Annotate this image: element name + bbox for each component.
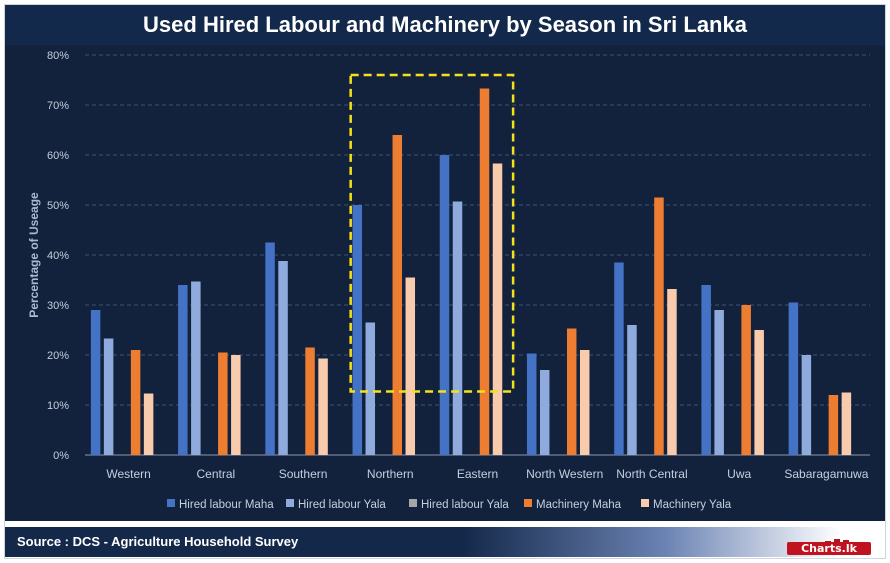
bar-western-1	[103, 338, 114, 455]
x-tick-label: Central	[196, 467, 235, 481]
y-tick-label: 30%	[47, 300, 69, 312]
y-axis-title: Percentage of Useage	[27, 192, 41, 318]
y-tick-label: 40%	[47, 250, 69, 262]
bar-uwa-3	[741, 305, 751, 455]
bar-central-3	[218, 352, 228, 455]
bar-north-western-1	[539, 370, 550, 455]
bar-north-central-3	[654, 197, 664, 455]
bar-sabaragamuwa-1	[801, 355, 812, 455]
legend-label: Machinery Yala	[653, 499, 732, 511]
bar-uwa-0	[701, 285, 711, 455]
bar-eastern-3	[479, 88, 490, 455]
x-tick-label: Northern	[367, 467, 414, 481]
bar-sabaragamuwa-4	[841, 392, 852, 455]
bar-southern-1	[278, 261, 288, 455]
y-tick-label: 80%	[47, 50, 69, 62]
y-tick-label: 0%	[53, 450, 69, 462]
legend-swatch	[524, 499, 532, 507]
bar-north-western-4	[579, 350, 590, 455]
chart-title: Used Hired Labour and Machinery by Seaso…	[5, 5, 885, 45]
charts-lk-logo: Charts.lk	[787, 531, 875, 555]
bar-northern-4	[405, 277, 416, 455]
y-tick-label: 10%	[47, 400, 69, 412]
bar-chart: 0% 10% 20% 30% 40% 50% 60% 70% 80% Percentage of …	[27, 50, 870, 511]
bar-southern-4	[318, 358, 328, 455]
bar-southern-3	[305, 347, 315, 455]
y-tick-label: 20%	[47, 350, 69, 362]
bar-uwa-4	[754, 330, 764, 455]
bar-eastern-0	[439, 155, 450, 455]
legend-label: Hired labour Yala	[421, 499, 509, 511]
bar-central-1	[191, 281, 201, 455]
bar-north-western-0	[526, 353, 537, 455]
chart-area: 0% 10% 20% 30% 40% 50% 60% 70% 80% Percentage of …	[5, 45, 885, 521]
bar-eastern-1	[452, 201, 463, 455]
footer-bar: Source : DCS - Agriculture Household Sur…	[5, 527, 885, 557]
y-tick-label: 60%	[47, 150, 69, 162]
bar-north-western-3	[566, 328, 577, 455]
legend-label: Hired labour Maha	[179, 499, 274, 511]
bar-northern-3	[392, 135, 403, 455]
highlight-box	[349, 73, 515, 393]
legend-label: Machinery Maha	[536, 499, 622, 511]
bar-western-0	[90, 310, 101, 455]
bar-north-central-1	[627, 325, 637, 455]
bar-northern-1	[365, 322, 376, 455]
bar-central-4	[231, 355, 241, 455]
bar-north-central-4	[667, 289, 677, 455]
bar-northern-0	[352, 205, 363, 455]
bar-western-3	[130, 350, 141, 455]
y-tick-label: 50%	[47, 200, 69, 212]
legend-label: Hired labour Yala	[298, 499, 386, 511]
x-tick-label: Southern	[279, 467, 328, 481]
logo-text: Charts.lk	[787, 542, 871, 555]
x-tick-label: Sabaragamuwa	[784, 467, 868, 481]
logo-bars-icon	[807, 531, 867, 549]
bar-southern-0	[265, 242, 275, 455]
x-tick-label: North Central	[616, 467, 687, 481]
bar-eastern-4	[492, 163, 503, 455]
x-tick-label: Eastern	[457, 467, 498, 481]
legend-swatch	[286, 499, 294, 507]
bar-sabaragamuwa-3	[828, 395, 839, 455]
chart-frame	[4, 4, 886, 559]
legend-swatch	[641, 499, 649, 507]
x-tick-label: North Western	[526, 467, 603, 481]
bar-sabaragamuwa-0	[788, 302, 799, 455]
bar-uwa-1	[714, 310, 724, 455]
bar-central-0	[178, 285, 188, 455]
bar-western-4	[143, 393, 154, 455]
x-tick-label: Uwa	[727, 467, 751, 481]
legend-swatch	[409, 499, 417, 507]
source-text: Source : DCS - Agriculture Household Sur…	[17, 534, 299, 549]
y-tick-label: 70%	[47, 100, 69, 112]
x-tick-label: Western	[106, 467, 150, 481]
legend-swatch	[167, 499, 175, 507]
bar-north-central-0	[614, 262, 624, 455]
